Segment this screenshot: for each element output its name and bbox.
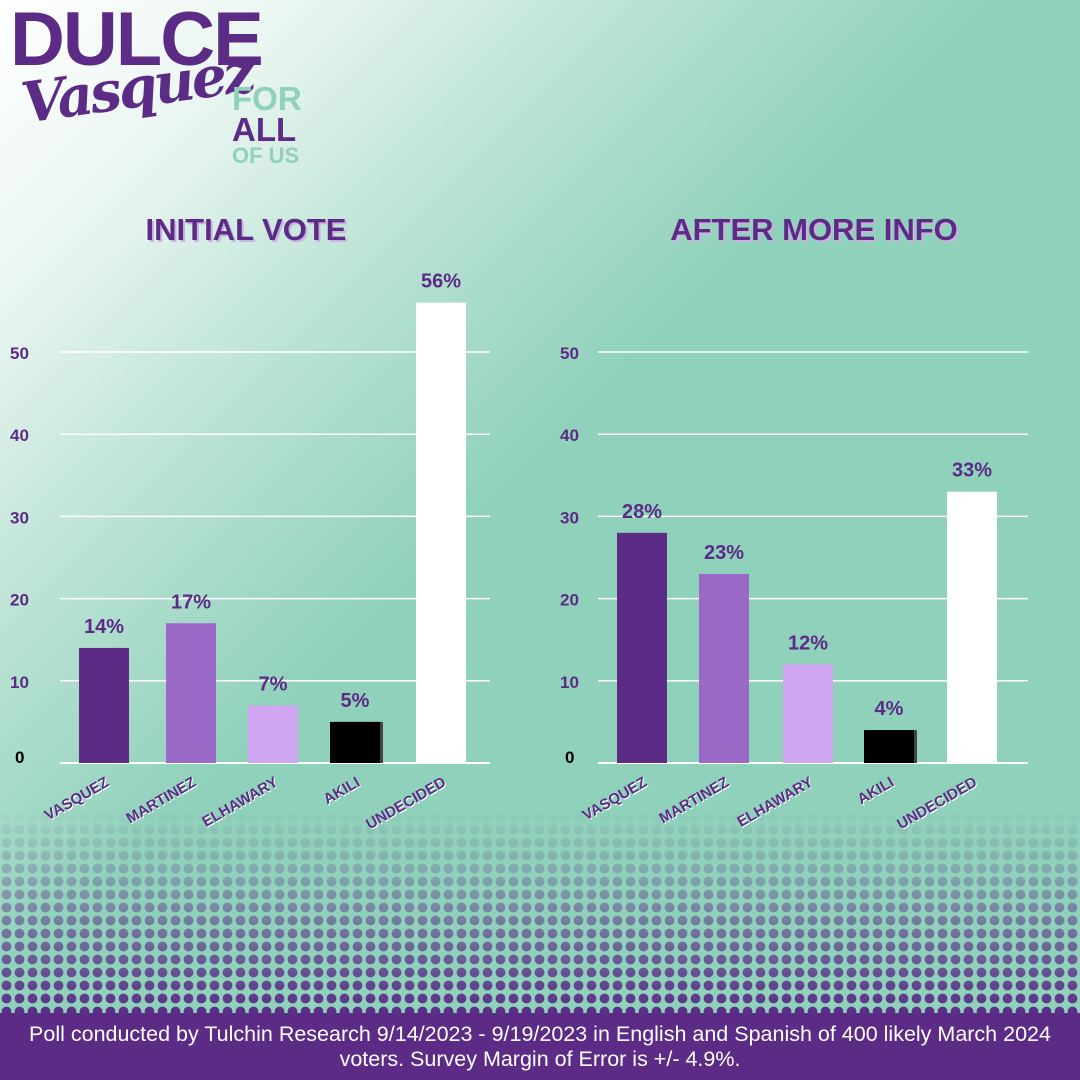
chart-title: INITIAL VOTE — [146, 212, 347, 247]
y-tick-label: 20 — [10, 591, 29, 610]
category-label: ELHAWARY — [734, 774, 816, 831]
logo-tagline-of-us: OF US — [232, 143, 300, 168]
halftone-dots-decoration — [0, 810, 1080, 1015]
chart-title-shadow: AFTER MORE INFO — [672, 214, 960, 249]
data-label: 14% — [84, 616, 124, 638]
logo-tagline-all: ALL — [232, 111, 297, 148]
campaign-logo: DULCE Vasquez FOR ALL OF US — [0, 0, 320, 175]
footer-text: Poll conducted by Tulchin Research 9/14/… — [29, 1021, 1051, 1071]
data-label: 23% — [704, 542, 744, 564]
bar-akili — [864, 730, 914, 763]
category-label: UNDECIDED — [363, 774, 449, 833]
category-label: AKILI — [321, 774, 363, 808]
y-tick-label: 30 — [560, 508, 579, 527]
bar-undecided — [416, 302, 466, 763]
chart-title-shadow: INITIAL VOTE — [148, 214, 349, 249]
category-label: VASQUEZ — [42, 774, 112, 824]
chart-title: AFTER MORE INFO — [670, 212, 958, 247]
bar-elhawary — [783, 664, 833, 763]
data-label: 4% — [875, 698, 904, 720]
logo-tagline-for: FOR — [232, 80, 302, 117]
category-label: MARTINEZ — [123, 774, 199, 827]
logo-dulce-text: DULCE — [10, 0, 264, 82]
y-tick-label: 30 — [10, 508, 29, 527]
data-label: 12% — [788, 632, 828, 654]
bar-vasquez — [617, 532, 667, 763]
category-label: AKILI — [855, 774, 897, 808]
category-label: MARTINEZ — [656, 774, 732, 827]
y-tick-label: 50 — [560, 344, 579, 363]
category-label: VASQUEZ — [580, 774, 650, 824]
y-tick-label: 10 — [10, 673, 29, 692]
data-label: 17% — [171, 591, 211, 613]
y-tick-label: 10 — [560, 673, 579, 692]
y-tick-label: 20 — [560, 591, 579, 610]
bar-martinez — [699, 573, 749, 763]
y-tick-label: 50 — [10, 344, 29, 363]
bar-martinez — [166, 623, 216, 763]
data-label: 28% — [622, 501, 662, 523]
y-tick-label: 40 — [10, 426, 29, 445]
bar-undecided — [947, 491, 997, 763]
data-label: 56% — [421, 271, 461, 293]
bar-vasquez — [79, 647, 129, 763]
category-label: UNDECIDED — [894, 774, 980, 833]
poll-disclaimer-footer: Poll conducted by Tulchin Research 9/14/… — [0, 1013, 1080, 1080]
data-label: 33% — [952, 460, 992, 482]
category-label: ELHAWARY — [199, 774, 281, 831]
data-label: 7% — [259, 673, 288, 695]
bar-akili — [330, 721, 380, 763]
bar-elhawary — [248, 705, 298, 763]
y-tick-label: 40 — [560, 426, 579, 445]
y-tick-label: 0 — [565, 748, 574, 767]
data-label: 5% — [341, 690, 370, 712]
y-tick-label: 0 — [15, 748, 24, 767]
